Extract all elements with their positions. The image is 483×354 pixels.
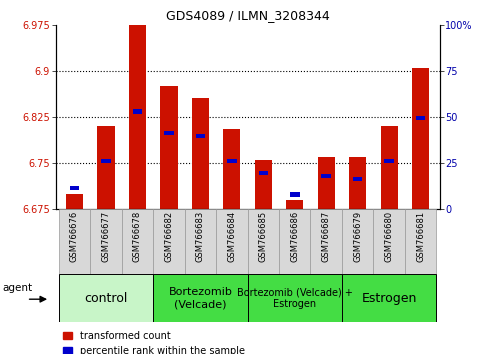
Text: GSM766681: GSM766681: [416, 211, 425, 262]
Bar: [153, 209, 185, 274]
Bar: [70, 186, 79, 190]
Text: Bortezomib (Velcade) +
Estrogen: Bortezomib (Velcade) + Estrogen: [237, 287, 353, 309]
Text: GSM766682: GSM766682: [164, 211, 173, 262]
Text: agent: agent: [3, 283, 33, 293]
Text: GSM766678: GSM766678: [133, 211, 142, 262]
Bar: [90, 209, 122, 274]
Text: GSM766684: GSM766684: [227, 211, 236, 262]
Bar: [101, 159, 111, 163]
Text: control: control: [84, 292, 128, 305]
Bar: [160, 86, 178, 209]
Bar: [290, 192, 299, 196]
Text: GSM766676: GSM766676: [70, 211, 79, 262]
Bar: [255, 160, 272, 209]
Bar: [59, 274, 153, 322]
Text: Estrogen: Estrogen: [361, 292, 417, 305]
Text: GSM766680: GSM766680: [384, 211, 394, 262]
Bar: [97, 126, 114, 209]
Title: GDS4089 / ILMN_3208344: GDS4089 / ILMN_3208344: [166, 9, 329, 22]
Bar: [223, 129, 241, 209]
Bar: [317, 157, 335, 209]
Bar: [153, 274, 248, 322]
Bar: [279, 209, 311, 274]
Text: GSM766685: GSM766685: [259, 211, 268, 262]
Bar: [286, 200, 303, 209]
Text: GSM766686: GSM766686: [290, 211, 299, 262]
Text: Bortezomib
(Velcade): Bortezomib (Velcade): [169, 287, 232, 309]
Text: GSM766679: GSM766679: [353, 211, 362, 262]
Bar: [412, 68, 429, 209]
Text: GSM766683: GSM766683: [196, 211, 205, 262]
Bar: [381, 126, 398, 209]
Bar: [129, 25, 146, 209]
Legend: transformed count, percentile rank within the sample: transformed count, percentile rank withi…: [58, 327, 249, 354]
Bar: [405, 209, 436, 274]
Bar: [59, 209, 90, 274]
Bar: [342, 274, 436, 322]
Bar: [122, 209, 153, 274]
Text: GSM766677: GSM766677: [101, 211, 111, 262]
Bar: [248, 274, 342, 322]
Bar: [196, 134, 205, 138]
Bar: [248, 209, 279, 274]
Text: GSM766687: GSM766687: [322, 211, 331, 262]
Bar: [133, 109, 142, 114]
Bar: [227, 159, 237, 163]
Bar: [258, 171, 268, 175]
Bar: [164, 131, 173, 135]
Bar: [216, 209, 248, 274]
Bar: [349, 157, 366, 209]
Bar: [384, 159, 394, 163]
Bar: [311, 209, 342, 274]
Bar: [416, 116, 426, 120]
Bar: [373, 209, 405, 274]
Bar: [342, 209, 373, 274]
Bar: [353, 177, 362, 181]
Bar: [192, 98, 209, 209]
Bar: [185, 209, 216, 274]
Bar: [322, 174, 331, 178]
Bar: [66, 194, 83, 209]
